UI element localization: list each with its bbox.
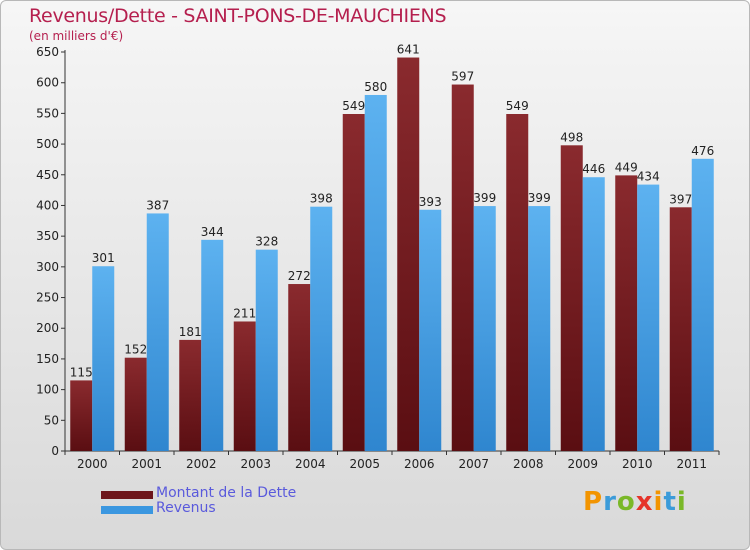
bar-revenus bbox=[310, 206, 333, 451]
data-label-revenus: 399 bbox=[473, 191, 496, 205]
bar-debt bbox=[506, 113, 529, 451]
data-label-debt: 498 bbox=[560, 130, 583, 144]
data-label-debt: 397 bbox=[669, 192, 692, 206]
x-tick-label: 2006 bbox=[404, 457, 435, 471]
legend-label-debt: Montant de la Dette bbox=[156, 485, 297, 501]
y-tick-label: 250 bbox=[36, 291, 59, 305]
y-tick-label: 600 bbox=[36, 76, 59, 90]
x-tick-label: 2009 bbox=[567, 457, 598, 471]
y-tick-label: 650 bbox=[36, 45, 59, 59]
chart-subtitle: (en milliers d'€) bbox=[29, 29, 124, 43]
bar-debt bbox=[124, 357, 147, 451]
y-tick-label: 0 bbox=[51, 444, 59, 458]
logo-letter: r bbox=[603, 487, 617, 517]
logo-letter: i bbox=[676, 487, 687, 517]
y-tick-label: 500 bbox=[36, 137, 59, 151]
bar-debt bbox=[342, 113, 365, 451]
data-label-revenus: 476 bbox=[691, 144, 714, 158]
bar-revenus bbox=[473, 206, 496, 451]
legend-swatch-debt bbox=[101, 491, 153, 499]
logo-letter: i bbox=[653, 487, 664, 517]
bar-debt bbox=[288, 284, 311, 451]
y-tick-label: 450 bbox=[36, 168, 59, 182]
bar-debt bbox=[560, 145, 583, 451]
data-label-revenus: 387 bbox=[146, 198, 169, 212]
x-tick-label: 2001 bbox=[131, 457, 162, 471]
data-label-debt: 549 bbox=[506, 99, 529, 113]
data-label-debt: 449 bbox=[615, 160, 638, 174]
bar-debt bbox=[233, 321, 256, 451]
data-label-debt: 181 bbox=[179, 325, 202, 339]
data-label-revenus: 446 bbox=[582, 162, 605, 176]
logo-letter: P bbox=[583, 487, 604, 517]
x-tick-label: 2007 bbox=[458, 457, 489, 471]
bar-revenus bbox=[364, 94, 387, 451]
y-tick-label: 100 bbox=[36, 383, 59, 397]
chart-title: Revenus/Dette - SAINT-PONS-DE-MAUCHIENS bbox=[29, 5, 447, 27]
logo-letter: o bbox=[616, 487, 636, 517]
bar-revenus bbox=[637, 184, 660, 452]
x-tick-label: 2000 bbox=[77, 457, 108, 471]
x-tick-label: 2003 bbox=[240, 457, 271, 471]
bar-revenus bbox=[691, 158, 714, 451]
data-label-revenus: 398 bbox=[310, 192, 333, 206]
data-label-revenus: 301 bbox=[92, 251, 115, 265]
legend-swatch-revenus bbox=[101, 506, 153, 514]
bar-revenus bbox=[528, 206, 551, 451]
bar-debt bbox=[397, 57, 420, 451]
bar-revenus bbox=[201, 239, 224, 451]
y-tick-label: 550 bbox=[36, 106, 59, 120]
x-tick-label: 2005 bbox=[349, 457, 380, 471]
x-tick-label: 2008 bbox=[513, 457, 544, 471]
y-tick-label: 300 bbox=[36, 260, 59, 274]
data-label-debt: 549 bbox=[342, 99, 365, 113]
proxiti-logo: Proxiti bbox=[583, 487, 687, 517]
y-tick-label: 200 bbox=[36, 321, 59, 335]
data-label-revenus: 328 bbox=[255, 235, 278, 249]
data-label-debt: 115 bbox=[70, 365, 93, 379]
data-label-revenus: 399 bbox=[528, 191, 551, 205]
data-label-revenus: 434 bbox=[637, 170, 660, 184]
data-label-debt: 152 bbox=[124, 343, 147, 357]
bar-revenus bbox=[582, 177, 605, 451]
bar-revenus bbox=[146, 213, 169, 451]
x-tick-label: 2010 bbox=[622, 457, 653, 471]
logo-letter: t bbox=[663, 487, 677, 517]
data-label-debt: 597 bbox=[451, 70, 474, 84]
x-tick-label: 2004 bbox=[295, 457, 326, 471]
bar-debt bbox=[179, 339, 202, 451]
data-label-debt: 272 bbox=[288, 269, 311, 283]
bar-revenus bbox=[92, 266, 115, 451]
bar-revenus bbox=[419, 209, 442, 451]
data-label-debt: 641 bbox=[397, 43, 420, 57]
x-tick-label: 2011 bbox=[676, 457, 707, 471]
y-tick-label: 350 bbox=[36, 229, 59, 243]
bar-debt bbox=[669, 207, 692, 451]
bar-debt bbox=[70, 380, 93, 451]
logo-letter: x bbox=[635, 487, 654, 517]
data-label-revenus: 580 bbox=[364, 80, 387, 94]
y-tick-label: 150 bbox=[36, 352, 59, 366]
bar-debt bbox=[451, 84, 474, 451]
bar-debt bbox=[615, 175, 638, 452]
data-label-revenus: 393 bbox=[419, 195, 442, 209]
bar-revenus bbox=[255, 249, 278, 451]
y-tick-label: 400 bbox=[36, 198, 59, 212]
data-label-debt: 211 bbox=[233, 306, 256, 320]
data-label-revenus: 344 bbox=[201, 225, 224, 239]
legend-label-revenus: Revenus bbox=[156, 500, 216, 516]
x-tick-label: 2002 bbox=[186, 457, 217, 471]
y-tick-label: 50 bbox=[44, 413, 59, 427]
